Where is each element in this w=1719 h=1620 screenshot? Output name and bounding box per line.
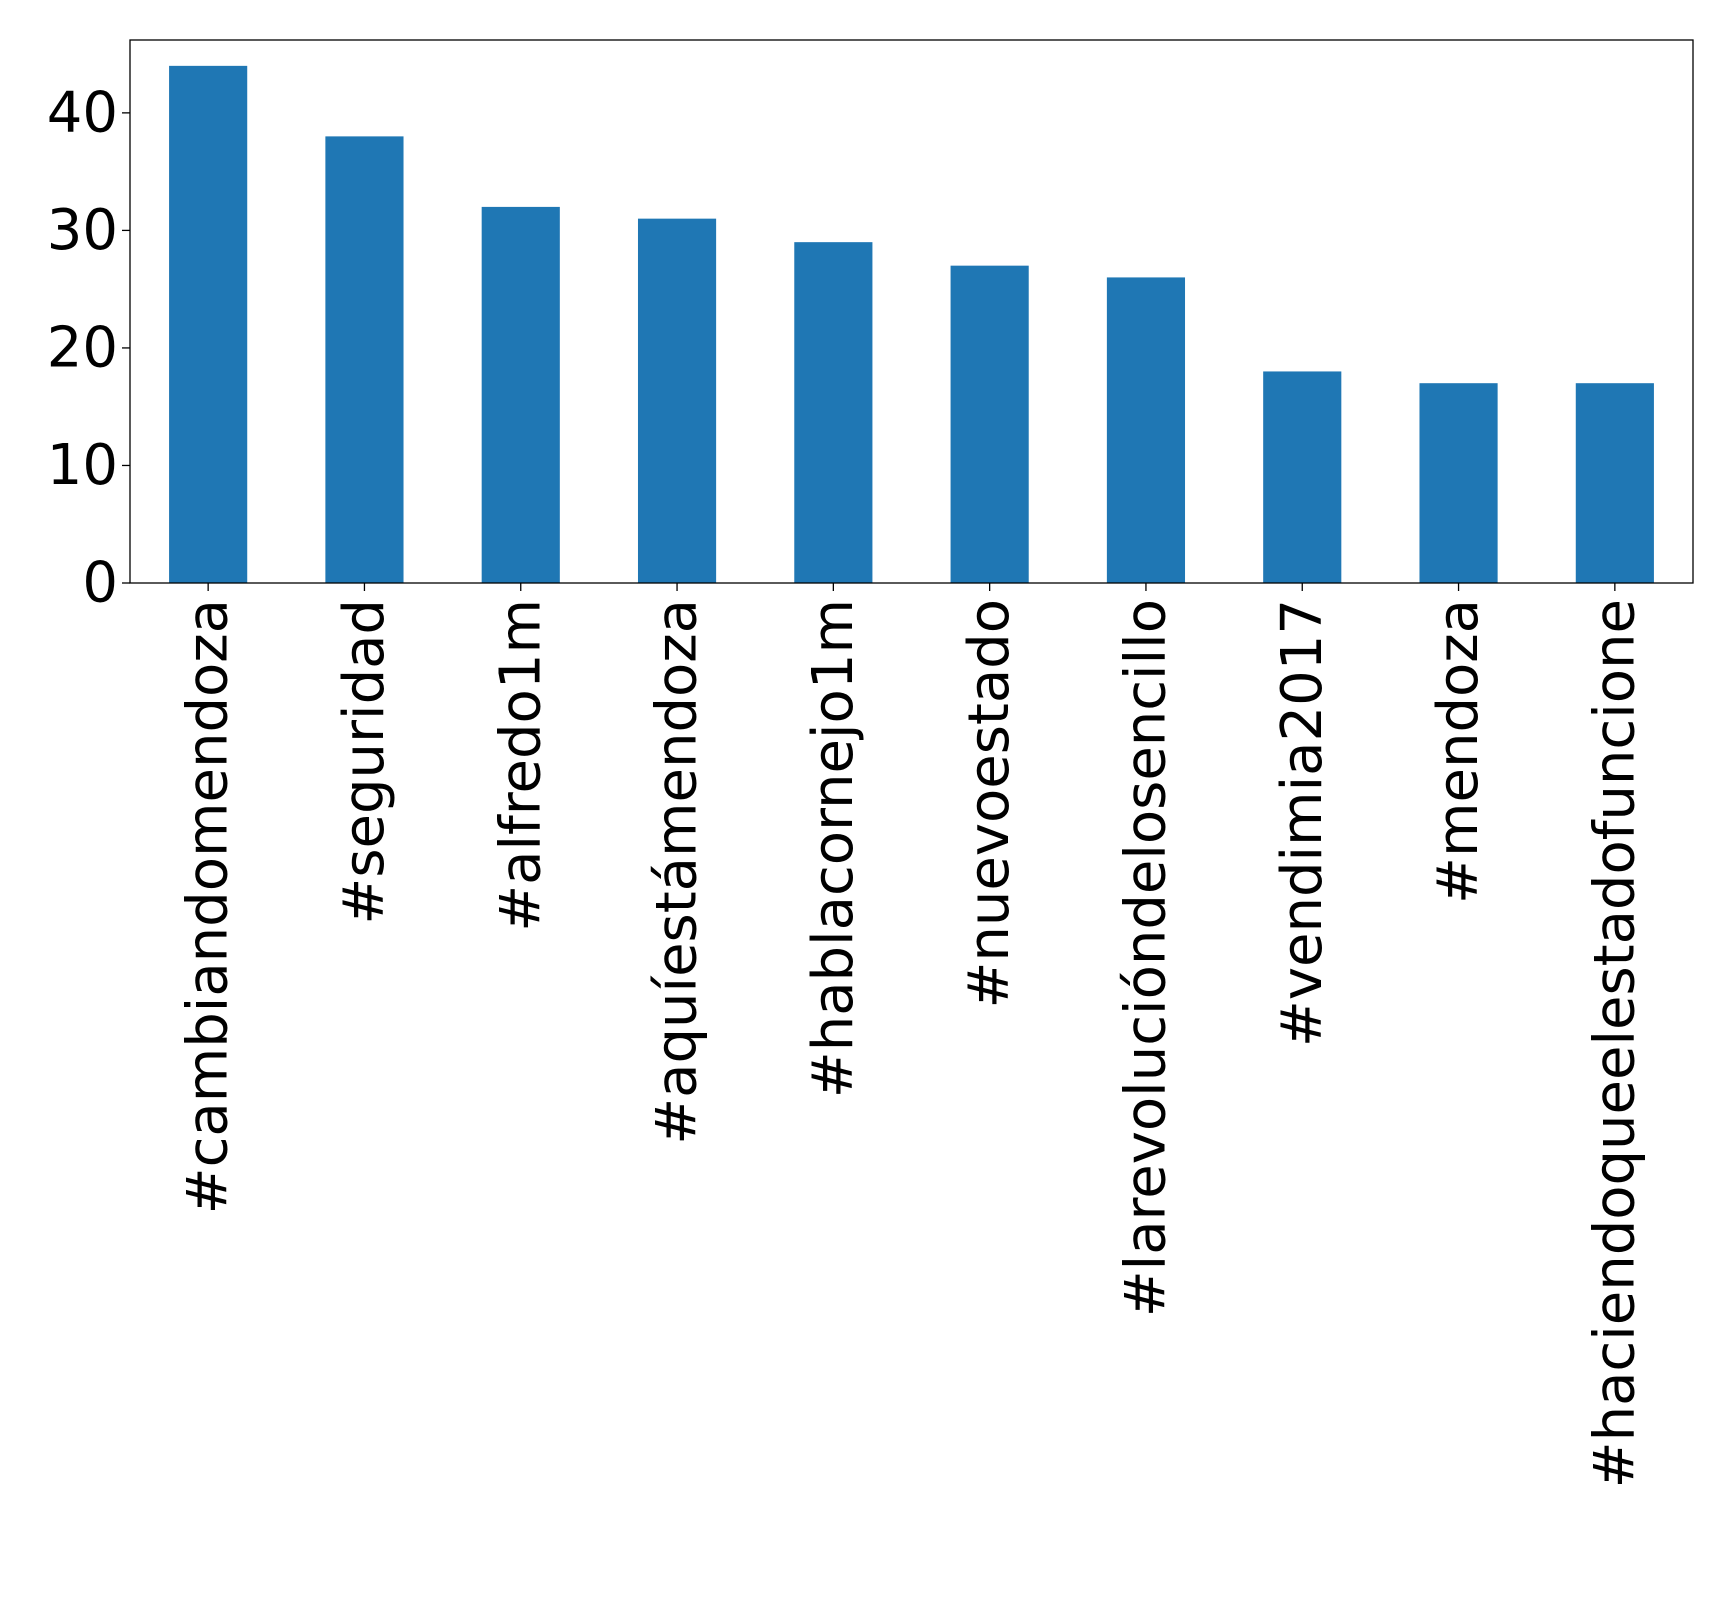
bar-4 xyxy=(794,242,873,584)
x-tick-label: #mendoza xyxy=(1426,599,1491,904)
bar-9 xyxy=(1575,383,1654,583)
bar-6 xyxy=(1106,277,1186,583)
x-tick-label: #alfredo1m xyxy=(488,599,553,932)
bar-7 xyxy=(1263,371,1342,583)
bar-3 xyxy=(637,218,717,583)
x-tick-label: #aquíestámendoza xyxy=(645,599,710,1145)
x-tick-label: #vendimia2017 xyxy=(1270,599,1335,1047)
y-tick-label: 30 xyxy=(47,198,118,263)
y-tick-label: 0 xyxy=(82,551,118,616)
bars-group xyxy=(169,65,1654,584)
x-tick-label: #nuevoestado xyxy=(957,599,1022,1008)
y-tick-label: 40 xyxy=(47,80,118,145)
x-tick-label: #cambiandomendoza xyxy=(176,599,241,1214)
x-tick-label: #larevolucióndelosencillo xyxy=(1113,599,1178,1317)
y-tick-label: 20 xyxy=(47,315,118,380)
bar-8 xyxy=(1419,383,1498,583)
bar-0 xyxy=(169,65,248,584)
y-tick-label: 10 xyxy=(47,433,118,498)
plot-frame xyxy=(129,39,1694,584)
bar-1 xyxy=(325,136,404,583)
x-tick-label: #hablacornejo1m xyxy=(801,599,866,1098)
bar-2 xyxy=(481,206,560,583)
bar-5 xyxy=(950,265,1029,583)
y-axis: 0 10 20 30 40 xyxy=(47,80,130,616)
x-tick-label: #seguridad xyxy=(332,599,397,925)
x-tick-label: #haciendoqueelestadofuncione xyxy=(1582,599,1647,1488)
x-axis: #cambiandomendoza #seguridad #alfredo1m #aq… xyxy=(176,583,1647,1488)
